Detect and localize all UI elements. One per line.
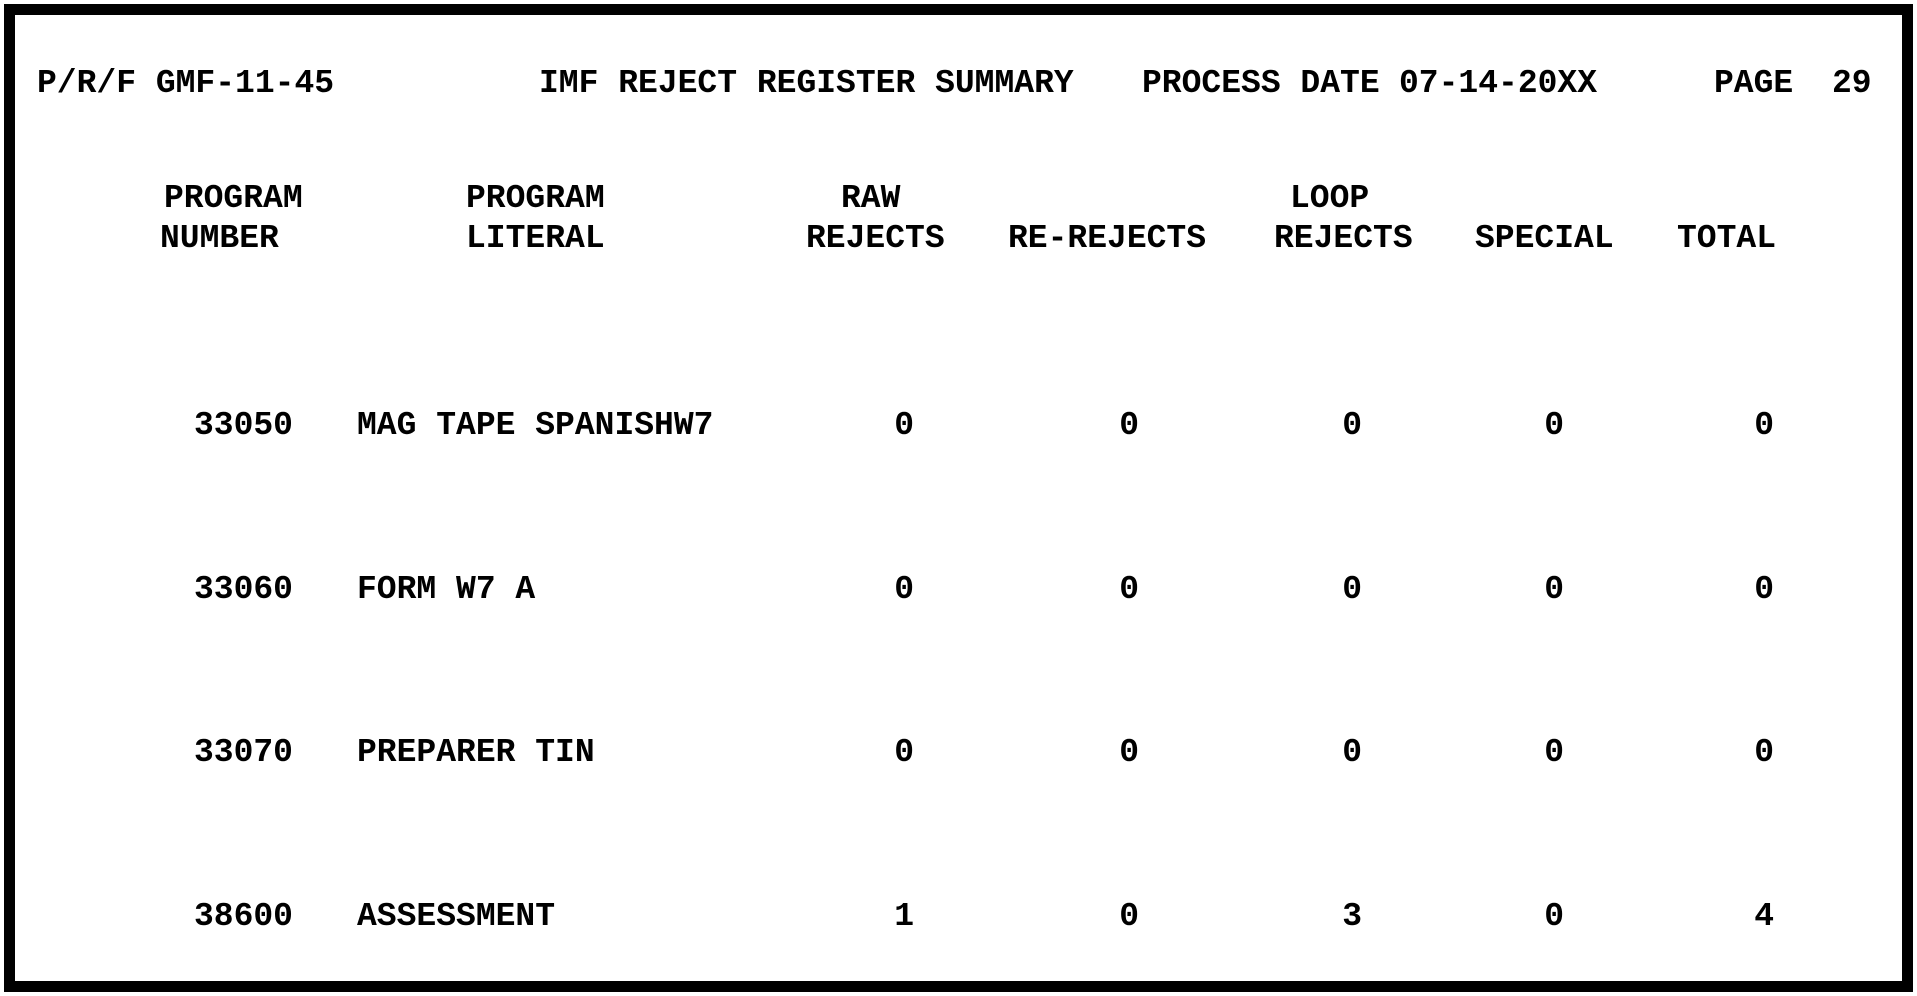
col-header-loop-rejects-line2: REJECTS (1274, 220, 1413, 257)
cell-special: 0 (1544, 570, 1564, 608)
cell-special: 0 (1544, 407, 1564, 444)
table-row: 33050 MAG TAPE SPANISHW7 0 0 0 0 0 (15, 400, 1902, 453)
table-row: 33060 FORM W7 A 0 0 0 0 0 (15, 564, 1902, 617)
cell-raw-rejects: 0 (894, 407, 914, 444)
process-date-label: PROCESS DATE (1142, 65, 1380, 102)
page-border: P/R/F GMF-11-45 IMF REJECT REGISTER SUMM… (4, 4, 1913, 992)
cell-program-number: 33050 (193, 407, 293, 444)
cell-program-literal: ASSESSMENT (357, 897, 556, 935)
col-header-total: TOTAL (1677, 220, 1777, 257)
cell-program-number: 38600 (193, 897, 293, 935)
col-header-program-literal-line1: PROGRAM (466, 180, 605, 217)
col-header-raw-rejects-line1: RAW (841, 180, 901, 217)
cell-loop-rejects: 3 (1342, 897, 1362, 935)
page-label: PAGE (1714, 65, 1794, 102)
process-date-value: 07-14-20XX (1399, 65, 1598, 102)
table-row: 38600 ASSESSMENT 1 0 3 0 4 (15, 891, 1902, 944)
cell-raw-rejects: 0 (894, 734, 914, 771)
report-id: P/R/F GMF-11-45 (37, 65, 335, 102)
col-header-program-number-line2: NUMBER (160, 220, 279, 257)
cell-raw-rejects: 0 (894, 570, 914, 608)
table-body: 33050 MAG TAPE SPANISHW7 0 0 0 0 0 33060… (15, 289, 1902, 996)
col-header-loop-rejects-line1: LOOP (1290, 180, 1370, 217)
col-header-program-literal-line2: LITERAL (466, 220, 605, 257)
cell-program-literal: FORM W7 A (357, 570, 536, 608)
col-header-program-number-line1: PROGRAM (164, 180, 303, 217)
report-content: P/R/F GMF-11-45 IMF REJECT REGISTER SUMM… (15, 15, 1902, 981)
cell-program-literal: MAG TAPE SPANISHW7 (357, 407, 714, 444)
cell-program-number: 33060 (193, 570, 293, 608)
cell-loop-rejects: 0 (1342, 407, 1362, 444)
col-header-re-rejects: RE-REJECTS (1008, 220, 1207, 257)
cell-re-rejects: 0 (1119, 897, 1139, 935)
col-header-raw-rejects-line2: REJECTS (806, 220, 945, 257)
cell-loop-rejects: 0 (1342, 570, 1362, 608)
cell-program-number: 33070 (193, 734, 293, 771)
cell-raw-rejects: 1 (894, 897, 914, 935)
cell-re-rejects: 0 (1119, 570, 1139, 608)
cell-loop-rejects: 0 (1342, 734, 1362, 771)
cell-special: 0 (1544, 897, 1564, 935)
cell-special: 0 (1544, 734, 1564, 771)
col-header-special: SPECIAL (1475, 220, 1614, 257)
cell-total: 0 (1754, 734, 1774, 771)
cell-total: 4 (1754, 897, 1774, 935)
table-row: 33070 PREPARER TIN 0 0 0 0 0 (15, 727, 1902, 780)
page-number: 29 (1832, 65, 1872, 102)
report-title: IMF REJECT REGISTER SUMMARY (539, 65, 1074, 102)
cell-re-rejects: 0 (1119, 734, 1139, 771)
cell-total: 0 (1754, 407, 1774, 444)
cell-total: 0 (1754, 570, 1774, 608)
cell-re-rejects: 0 (1119, 407, 1139, 444)
cell-program-literal: PREPARER TIN (357, 734, 595, 771)
